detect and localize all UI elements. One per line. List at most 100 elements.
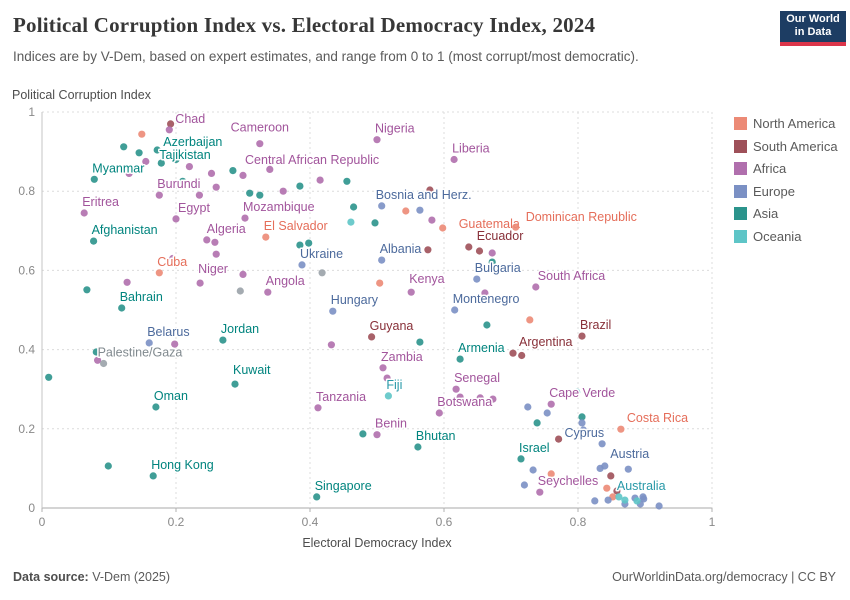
country-label-egypt[interactable]: Egypt bbox=[177, 199, 212, 216]
data-point[interactable] bbox=[94, 356, 102, 364]
data-point[interactable] bbox=[305, 239, 313, 247]
data-point[interactable] bbox=[579, 426, 588, 434]
data-point[interactable] bbox=[167, 120, 175, 128]
country-label-palestine-gaza[interactable]: Palestine/Gaza bbox=[96, 344, 184, 361]
data-point-costa-rica[interactable] bbox=[617, 425, 625, 433]
country-label-guatemala[interactable]: Guatemala bbox=[457, 216, 521, 233]
data-point-belarus[interactable] bbox=[145, 339, 153, 347]
legend-item-as[interactable]: Asia bbox=[734, 206, 838, 221]
data-point[interactable] bbox=[236, 287, 244, 295]
data-point-kenya[interactable] bbox=[407, 288, 415, 296]
country-label-cameroon[interactable]: Cameroon bbox=[229, 119, 290, 136]
country-label-brazil[interactable]: Brazil bbox=[579, 317, 613, 334]
data-point[interactable] bbox=[475, 247, 484, 255]
data-point-angola[interactable] bbox=[264, 288, 272, 296]
data-point[interactable] bbox=[524, 403, 532, 411]
data-point[interactable] bbox=[179, 177, 187, 185]
country-label-dominican-republic[interactable]: Dominican Republic bbox=[524, 209, 638, 226]
data-point[interactable] bbox=[603, 484, 611, 492]
data-point-liberia[interactable] bbox=[450, 155, 458, 164]
data-point-bhutan[interactable] bbox=[414, 443, 422, 451]
country-label-ukraine[interactable]: Ukraine bbox=[299, 245, 345, 262]
data-point[interactable] bbox=[428, 216, 436, 224]
data-point-eritrea[interactable] bbox=[80, 209, 88, 217]
country-label-burundi[interactable]: Burundi bbox=[156, 176, 202, 193]
legend-item-af[interactable]: Africa bbox=[734, 161, 838, 176]
data-point[interactable] bbox=[246, 189, 254, 197]
data-point-burundi[interactable] bbox=[155, 191, 163, 199]
country-label-mozambique[interactable]: Mozambique bbox=[242, 199, 317, 216]
data-point[interactable] bbox=[138, 130, 146, 138]
country-label-argentina[interactable]: Argentina bbox=[518, 334, 575, 351]
data-point-algeria[interactable] bbox=[203, 236, 211, 244]
data-point[interactable] bbox=[207, 169, 216, 177]
data-point-palestine-gaza[interactable] bbox=[100, 359, 108, 368]
data-point-hungary[interactable] bbox=[329, 307, 337, 315]
data-point[interactable] bbox=[621, 496, 629, 504]
data-point-austria[interactable] bbox=[624, 465, 632, 473]
data-point[interactable] bbox=[547, 470, 555, 478]
data-point[interactable] bbox=[229, 167, 237, 175]
data-point[interactable] bbox=[120, 143, 128, 151]
data-point[interactable] bbox=[489, 395, 497, 403]
data-point-singapore[interactable] bbox=[313, 493, 321, 501]
data-point-myanmar[interactable] bbox=[90, 175, 98, 183]
country-label-senegal[interactable]: Senegal bbox=[453, 370, 502, 387]
data-point-mozambique[interactable] bbox=[241, 214, 249, 222]
country-label-tanzania[interactable]: Tanzania bbox=[315, 388, 368, 405]
data-point-cyprus[interactable] bbox=[598, 440, 606, 448]
data-point[interactable] bbox=[350, 203, 358, 211]
data-point[interactable] bbox=[456, 393, 464, 401]
country-label-chad[interactable]: Chad bbox=[174, 110, 207, 127]
country-label-bahrain[interactable]: Bahrain bbox=[118, 289, 164, 306]
data-point-botswana[interactable] bbox=[435, 409, 443, 417]
data-point[interactable] bbox=[601, 462, 609, 470]
country-label-hong-kong[interactable]: Hong Kong bbox=[150, 456, 216, 473]
country-label-niger[interactable]: Niger bbox=[197, 261, 230, 278]
data-point-bahrain[interactable] bbox=[118, 304, 126, 312]
country-label-algeria[interactable]: Algeria bbox=[205, 220, 247, 237]
country-label-hungary[interactable]: Hungary bbox=[329, 292, 380, 309]
country-label-kuwait[interactable]: Kuwait bbox=[232, 362, 273, 379]
data-point[interactable] bbox=[296, 182, 304, 190]
country-label-singapore[interactable]: Singapore bbox=[313, 477, 373, 494]
data-point[interactable] bbox=[296, 241, 304, 249]
data-point-brazil[interactable] bbox=[578, 332, 586, 340]
data-point[interactable] bbox=[327, 341, 335, 349]
country-label-myanmar[interactable]: Myanmar bbox=[91, 160, 146, 177]
data-point[interactable] bbox=[212, 250, 220, 258]
data-point[interactable] bbox=[212, 183, 220, 191]
country-label-australia[interactable]: Australia bbox=[615, 477, 667, 494]
data-point[interactable] bbox=[266, 165, 274, 173]
data-point[interactable] bbox=[633, 497, 641, 505]
data-point[interactable] bbox=[347, 218, 355, 226]
country-label-kenya[interactable]: Kenya bbox=[408, 271, 446, 288]
data-point[interactable] bbox=[573, 388, 581, 396]
data-point[interactable] bbox=[416, 206, 424, 214]
country-label-jordan[interactable]: Jordan bbox=[219, 321, 260, 338]
country-label-belarus[interactable]: Belarus bbox=[146, 323, 191, 340]
data-point[interactable] bbox=[123, 278, 131, 286]
data-point-chad[interactable] bbox=[165, 126, 173, 134]
data-point-egypt[interactable] bbox=[172, 215, 180, 223]
data-point[interactable] bbox=[483, 321, 491, 329]
country-label-albania[interactable]: Albania bbox=[378, 241, 423, 258]
data-point-bulgaria[interactable] bbox=[473, 275, 481, 283]
data-point[interactable] bbox=[83, 286, 91, 294]
country-label-cape-verde[interactable]: Cape Verde bbox=[548, 385, 617, 402]
country-label-cyprus[interactable]: Cyprus bbox=[563, 424, 606, 441]
country-label-liberia[interactable]: Liberia bbox=[451, 140, 492, 157]
data-point[interactable] bbox=[520, 481, 529, 489]
country-label-bhutan[interactable]: Bhutan bbox=[414, 428, 457, 445]
data-point[interactable] bbox=[104, 462, 112, 470]
data-point-cape-verde[interactable] bbox=[547, 400, 555, 408]
data-point-el-salvador[interactable] bbox=[262, 233, 270, 241]
data-point-zambia[interactable] bbox=[379, 364, 387, 372]
data-point-south-africa[interactable] bbox=[532, 283, 540, 291]
data-point[interactable] bbox=[256, 191, 264, 199]
data-point[interactable] bbox=[529, 466, 537, 474]
data-point[interactable] bbox=[343, 177, 351, 185]
country-label-cuba[interactable]: Cuba bbox=[156, 253, 189, 270]
data-point-azerbaijan[interactable] bbox=[161, 149, 169, 157]
data-point[interactable] bbox=[239, 270, 247, 278]
